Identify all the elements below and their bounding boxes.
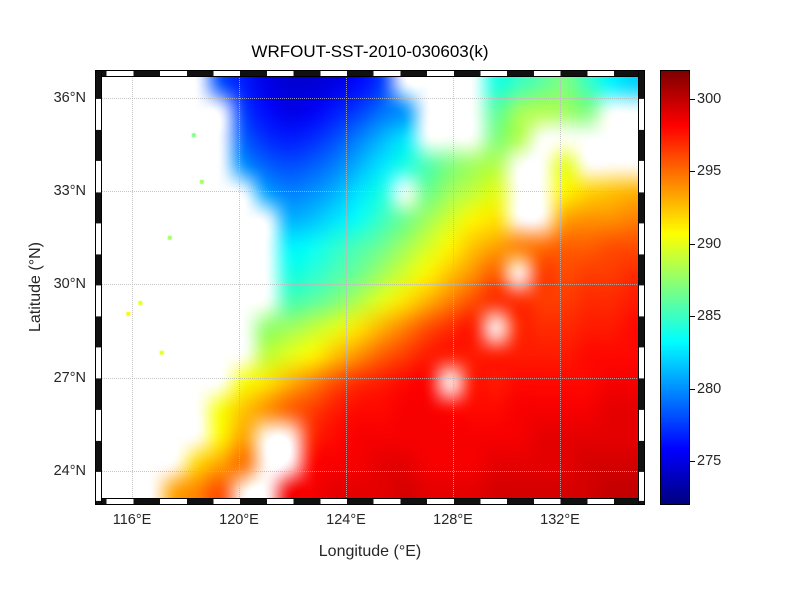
map-frame-right bbox=[638, 70, 645, 505]
y-tick-label: 36°N bbox=[53, 90, 86, 106]
x-tick-label: 116°E bbox=[112, 512, 152, 528]
gridline-vertical bbox=[239, 70, 240, 505]
gridline-vertical bbox=[453, 70, 454, 505]
gridline-horizontal bbox=[95, 378, 645, 379]
y-tick-label: 27°N bbox=[53, 370, 86, 386]
colorbar-tick bbox=[690, 316, 695, 317]
gridline-horizontal bbox=[95, 284, 645, 285]
gridline-horizontal bbox=[95, 98, 645, 99]
colorbar-tick-label: 290 bbox=[697, 236, 722, 252]
colorbar-tick-label: 280 bbox=[697, 381, 722, 397]
map-frame-left bbox=[95, 70, 102, 505]
colorbar-tick bbox=[690, 171, 695, 172]
colorbar-tick bbox=[690, 389, 695, 390]
y-tick-label: 24°N bbox=[53, 463, 86, 479]
x-axis-label: Longitude (°E) bbox=[318, 543, 422, 560]
sst-heatmap-canvas bbox=[95, 70, 645, 505]
colorbar-tick-label: 295 bbox=[697, 163, 722, 179]
colorbar-tick bbox=[690, 99, 695, 100]
y-tick-label: 33°N bbox=[53, 183, 86, 199]
colorbar bbox=[660, 70, 690, 505]
x-tick-label: 124°E bbox=[326, 512, 366, 528]
gridline-vertical bbox=[346, 70, 347, 505]
colorbar-tick-label: 275 bbox=[697, 453, 722, 469]
y-tick-label: 30°N bbox=[53, 276, 86, 292]
gridline-horizontal bbox=[95, 471, 645, 472]
map-frame-bottom bbox=[95, 498, 645, 505]
chart-title: WRFOUT-SST-2010-030603(k) bbox=[251, 42, 489, 61]
x-tick-label: 132°E bbox=[540, 512, 580, 528]
x-tick-label: 120°E bbox=[219, 512, 259, 528]
colorbar-canvas bbox=[661, 71, 689, 504]
x-tick-label: 128°E bbox=[433, 512, 473, 528]
gridline-horizontal bbox=[95, 191, 645, 192]
colorbar-tick-label: 300 bbox=[697, 91, 722, 107]
map-frame-top bbox=[95, 70, 645, 77]
colorbar-tick bbox=[690, 461, 695, 462]
colorbar-tick bbox=[690, 244, 695, 245]
colorbar-tick-label: 285 bbox=[697, 308, 722, 324]
map-plot bbox=[95, 70, 645, 505]
gridline-vertical bbox=[560, 70, 561, 505]
gridline-vertical bbox=[132, 70, 133, 505]
